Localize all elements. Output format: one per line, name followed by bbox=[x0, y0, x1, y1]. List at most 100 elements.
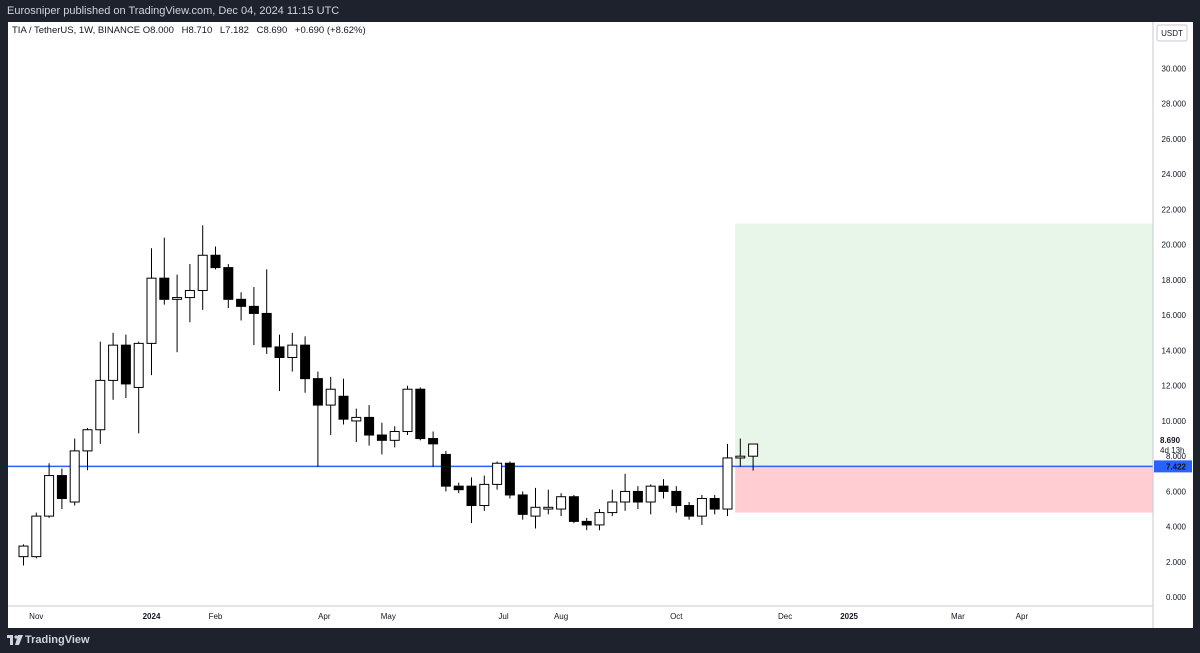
candle bbox=[376, 422, 387, 455]
candle-body bbox=[274, 346, 285, 358]
candle-body bbox=[645, 485, 656, 503]
candle-body bbox=[581, 520, 592, 526]
time-axis-ticks: Nov 2024 Feb Apr May Jul Aug Oct Dec 2025 Mar Apr bbox=[29, 612, 1028, 621]
target-zone bbox=[735, 223, 1153, 467]
candle bbox=[31, 512, 42, 559]
price-tick: 12.000 bbox=[1162, 382, 1187, 391]
candle-body bbox=[197, 254, 208, 292]
open-label: O bbox=[142, 25, 151, 36]
candle bbox=[594, 509, 605, 531]
candle-body bbox=[146, 277, 157, 344]
time-tick: Nov bbox=[29, 612, 43, 621]
candle-body bbox=[120, 344, 131, 385]
candle-body bbox=[748, 443, 759, 457]
candle-body bbox=[504, 462, 515, 496]
price-tick: 6.000 bbox=[1166, 487, 1187, 496]
candle-body bbox=[389, 431, 400, 441]
publish-header: Eurosniper published on TradingView.com,… bbox=[0, 0, 1200, 22]
candle bbox=[248, 286, 259, 346]
candle bbox=[671, 486, 682, 513]
price-tick: 10.000 bbox=[1162, 417, 1187, 426]
candle bbox=[108, 332, 119, 400]
price-tick: 0.000 bbox=[1166, 593, 1187, 602]
candle-body bbox=[351, 416, 362, 422]
candle bbox=[530, 487, 541, 529]
footer-bar: TradingView bbox=[0, 628, 1200, 653]
candle-body bbox=[133, 342, 144, 388]
bar-countdown: 4d 13h bbox=[1160, 446, 1184, 455]
time-tick: Dec bbox=[778, 612, 792, 621]
candle bbox=[69, 438, 80, 506]
candle bbox=[56, 468, 67, 510]
candle bbox=[351, 408, 362, 443]
candle-body bbox=[658, 485, 669, 492]
candle bbox=[197, 225, 208, 310]
close-value: 8.690 bbox=[263, 25, 288, 36]
candle-body bbox=[312, 378, 323, 406]
time-tick: May bbox=[381, 612, 396, 621]
candle bbox=[722, 443, 733, 517]
candle-body bbox=[184, 290, 195, 299]
tradingview-brand: TradingView bbox=[25, 634, 90, 646]
chart-panel[interactable]: USDT 0.000 2.000 4.000 6.000 8.000 10.000 12.0… bbox=[8, 22, 1193, 628]
candle-body bbox=[402, 388, 413, 433]
candle bbox=[389, 426, 400, 448]
price-tick: 28.000 bbox=[1162, 100, 1187, 109]
candle-body bbox=[479, 483, 490, 507]
candle-body bbox=[69, 450, 80, 503]
low-label: L bbox=[219, 25, 226, 36]
candle bbox=[184, 264, 195, 323]
candle-body bbox=[568, 496, 579, 522]
price-tick: 24.000 bbox=[1162, 170, 1187, 179]
candle bbox=[159, 237, 170, 305]
time-tick: Apr bbox=[1016, 612, 1029, 621]
tradingview-logo-icon[interactable] bbox=[7, 635, 23, 645]
candle bbox=[223, 264, 234, 309]
candle bbox=[453, 482, 464, 494]
candle bbox=[120, 334, 131, 399]
currency-badge[interactable] bbox=[1156, 24, 1188, 42]
open-value: 8.000 bbox=[150, 25, 174, 36]
candle-body bbox=[543, 506, 554, 510]
candle bbox=[44, 463, 55, 518]
candle-body bbox=[287, 344, 298, 358]
candle-body bbox=[44, 475, 55, 517]
candle-body bbox=[684, 505, 695, 517]
candle bbox=[287, 332, 298, 372]
candle-body bbox=[607, 501, 618, 514]
candle bbox=[210, 246, 221, 270]
candle-body bbox=[440, 453, 451, 487]
candle bbox=[658, 479, 669, 499]
low-value: 7.182 bbox=[225, 25, 249, 36]
candle-body bbox=[428, 438, 439, 445]
candle bbox=[504, 461, 515, 499]
time-tick: 2025 bbox=[840, 612, 858, 621]
last-price-label: 8.690 bbox=[1160, 436, 1181, 445]
candle bbox=[312, 371, 323, 467]
candle bbox=[684, 502, 695, 520]
symbol-legend: TIA / TetherUS, 1W, BINANCE O8.000 H8.71… bbox=[12, 25, 371, 36]
price-chart[interactable]: USDT 0.000 2.000 4.000 6.000 8.000 10.000 12.0… bbox=[8, 22, 1193, 628]
candle bbox=[479, 475, 490, 511]
candle bbox=[415, 387, 426, 441]
candle-body bbox=[722, 457, 733, 510]
candle bbox=[492, 461, 503, 490]
currency-label: USDT bbox=[1161, 29, 1183, 38]
candle-body bbox=[517, 494, 528, 515]
time-tick: Aug bbox=[554, 612, 568, 621]
candle bbox=[556, 493, 567, 517]
candle bbox=[428, 431, 439, 467]
candle-body bbox=[338, 395, 349, 420]
candle bbox=[18, 544, 29, 566]
candles-layer bbox=[18, 225, 759, 566]
close-label: C bbox=[256, 25, 264, 36]
candle-body bbox=[223, 267, 234, 300]
price-tick: 16.000 bbox=[1162, 311, 1187, 320]
candle bbox=[709, 494, 720, 515]
candle bbox=[466, 477, 477, 524]
symbol-info: TIA / TetherUS, 1W, BINANCE bbox=[12, 25, 141, 36]
candle bbox=[696, 494, 707, 525]
candle bbox=[543, 489, 554, 515]
candle-body bbox=[31, 515, 42, 558]
